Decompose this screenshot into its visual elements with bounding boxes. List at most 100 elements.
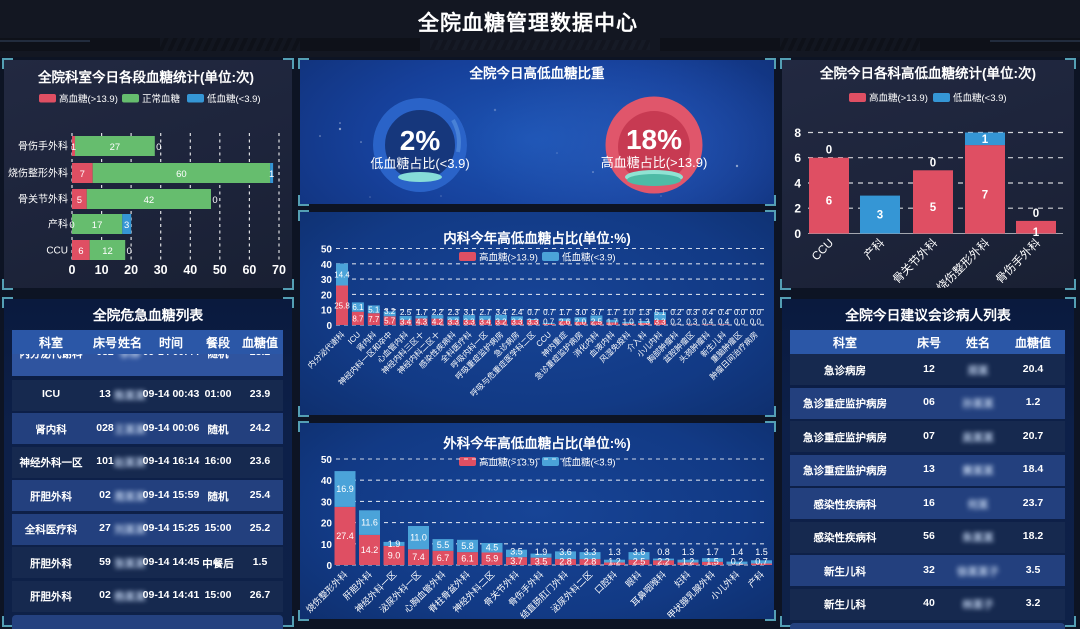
svg-text:高血糖(>13.9): 高血糖(>13.9) — [479, 457, 538, 469]
svg-text:60: 60 — [176, 169, 187, 180]
svg-text:0.4: 0.4 — [718, 308, 730, 317]
svg-text:0.0: 0.0 — [750, 308, 762, 317]
svg-text:全院今日高低血糖比重: 全院今日高低血糖比重 — [469, 65, 605, 81]
svg-text:0.2: 0.2 — [670, 318, 682, 327]
svg-text:0: 0 — [326, 321, 332, 332]
svg-text:0.3: 0.3 — [686, 318, 698, 327]
svg-text:低血糖(<3.9): 低血糖(<3.9) — [562, 252, 616, 264]
svg-text:2.2: 2.2 — [657, 557, 670, 567]
svg-text:眼科: 眼科 — [623, 569, 644, 590]
svg-text:1.5: 1.5 — [755, 547, 768, 557]
svg-text:2.2: 2.2 — [432, 308, 444, 317]
svg-text:2.8: 2.8 — [559, 557, 572, 567]
svg-text:20: 20 — [124, 263, 138, 277]
svg-text:0.4: 0.4 — [702, 308, 714, 317]
svg-text:42: 42 — [144, 195, 155, 206]
svg-text:0.0: 0.0 — [750, 318, 762, 327]
svg-text:5.9: 5.9 — [486, 554, 499, 564]
svg-text:1.0: 1.0 — [623, 318, 635, 327]
svg-text:1.7: 1.7 — [706, 547, 719, 557]
svg-text:1.9: 1.9 — [535, 547, 548, 557]
svg-text:4.2: 4.2 — [432, 318, 444, 327]
svg-text:0: 0 — [156, 142, 161, 153]
svg-text:0.0: 0.0 — [734, 318, 746, 327]
svg-text:6.1: 6.1 — [461, 554, 474, 564]
svg-text:2.3: 2.3 — [448, 308, 460, 317]
svg-text:3.3: 3.3 — [584, 547, 597, 557]
svg-text:6.7: 6.7 — [437, 553, 450, 563]
svg-text:0: 0 — [69, 263, 76, 277]
svg-text:0.4: 0.4 — [718, 318, 730, 327]
svg-text:10: 10 — [95, 263, 109, 277]
svg-text:1: 1 — [269, 169, 274, 180]
svg-text:骨伤手外科: 骨伤手外科 — [993, 235, 1044, 286]
svg-text:高血糖(>13.9): 高血糖(>13.9) — [869, 92, 928, 104]
svg-text:3.4: 3.4 — [400, 318, 412, 327]
svg-text:高血糖占比(>13.9): 高血糖占比(>13.9) — [601, 155, 708, 170]
svg-text:11.0: 11.0 — [410, 533, 427, 543]
svg-text:14.2: 14.2 — [361, 545, 379, 555]
svg-text:4.3: 4.3 — [416, 318, 428, 327]
svg-text:27.4: 27.4 — [336, 531, 354, 541]
svg-text:40: 40 — [183, 263, 197, 277]
svg-text:12: 12 — [102, 246, 113, 257]
svg-text:0: 0 — [69, 220, 74, 231]
svg-text:3.7: 3.7 — [591, 308, 603, 317]
svg-text:0.7: 0.7 — [543, 308, 555, 317]
svg-text:1: 1 — [71, 142, 76, 153]
svg-text:3.0: 3.0 — [575, 308, 587, 317]
svg-text:1.2: 1.2 — [608, 557, 621, 567]
svg-text:11.6: 11.6 — [361, 518, 378, 528]
svg-text:7.4: 7.4 — [412, 552, 425, 562]
svg-text:16.9: 16.9 — [336, 484, 354, 494]
svg-text:2.0: 2.0 — [575, 318, 587, 327]
svg-text:8.7: 8.7 — [352, 314, 364, 323]
svg-text:50: 50 — [321, 245, 333, 256]
svg-text:25.8: 25.8 — [334, 301, 350, 310]
svg-text:8: 8 — [794, 126, 801, 140]
svg-text:0.7: 0.7 — [755, 557, 768, 567]
svg-text:9.0: 9.0 — [388, 551, 401, 561]
svg-text:3.1: 3.1 — [464, 308, 476, 317]
svg-text:0.7: 0.7 — [527, 308, 539, 317]
svg-text:2.5: 2.5 — [591, 318, 603, 327]
svg-text:3.2: 3.2 — [384, 307, 396, 316]
svg-text:0: 0 — [930, 157, 936, 169]
svg-text:1.3: 1.3 — [608, 547, 621, 557]
svg-text:0.3: 0.3 — [686, 308, 698, 317]
svg-text:产科: 产科 — [745, 569, 766, 590]
svg-text:1.9: 1.9 — [388, 539, 401, 549]
svg-text:27: 27 — [110, 142, 121, 153]
svg-text:低血糖占比(<3.9): 低血糖占比(<3.9) — [370, 156, 469, 171]
svg-text:高血糖(>13.9): 高血糖(>13.9) — [479, 252, 538, 264]
svg-text:3.3: 3.3 — [654, 318, 666, 327]
svg-text:3.4: 3.4 — [495, 308, 507, 317]
svg-text:1: 1 — [1033, 227, 1040, 239]
svg-text:5.1: 5.1 — [368, 305, 380, 314]
svg-text:高血糖(>13.9): 高血糖(>13.9) — [59, 93, 118, 105]
svg-text:1.7: 1.7 — [416, 308, 428, 317]
svg-text:产科: 产科 — [48, 218, 68, 231]
svg-text:3.6: 3.6 — [559, 547, 572, 557]
svg-text:3.3: 3.3 — [464, 318, 476, 327]
svg-text:低血糖(<3.9): 低血糖(<3.9) — [562, 457, 616, 469]
svg-text:2%: 2% — [400, 125, 441, 156]
svg-text:7: 7 — [982, 189, 988, 201]
svg-text:10: 10 — [321, 306, 333, 317]
svg-text:14.4: 14.4 — [334, 271, 350, 280]
svg-text:0: 0 — [794, 227, 801, 241]
svg-text:0.8: 0.8 — [657, 547, 670, 557]
svg-text:正常血糖: 正常血糖 — [142, 93, 181, 105]
svg-text:3.3: 3.3 — [448, 318, 460, 327]
svg-text:0.7: 0.7 — [543, 318, 555, 327]
svg-text:3.5: 3.5 — [510, 547, 523, 557]
svg-text:1.2: 1.2 — [682, 557, 695, 567]
svg-text:17: 17 — [92, 220, 103, 231]
svg-text:3.3: 3.3 — [527, 318, 539, 327]
svg-text:低血糖(<3.9): 低血糖(<3.9) — [207, 93, 261, 105]
svg-text:4.5: 4.5 — [486, 543, 499, 553]
svg-text:5.7: 5.7 — [384, 317, 396, 326]
svg-text:5.1: 5.1 — [654, 308, 666, 317]
svg-text:2.5: 2.5 — [633, 557, 646, 567]
svg-text:50: 50 — [321, 455, 333, 466]
